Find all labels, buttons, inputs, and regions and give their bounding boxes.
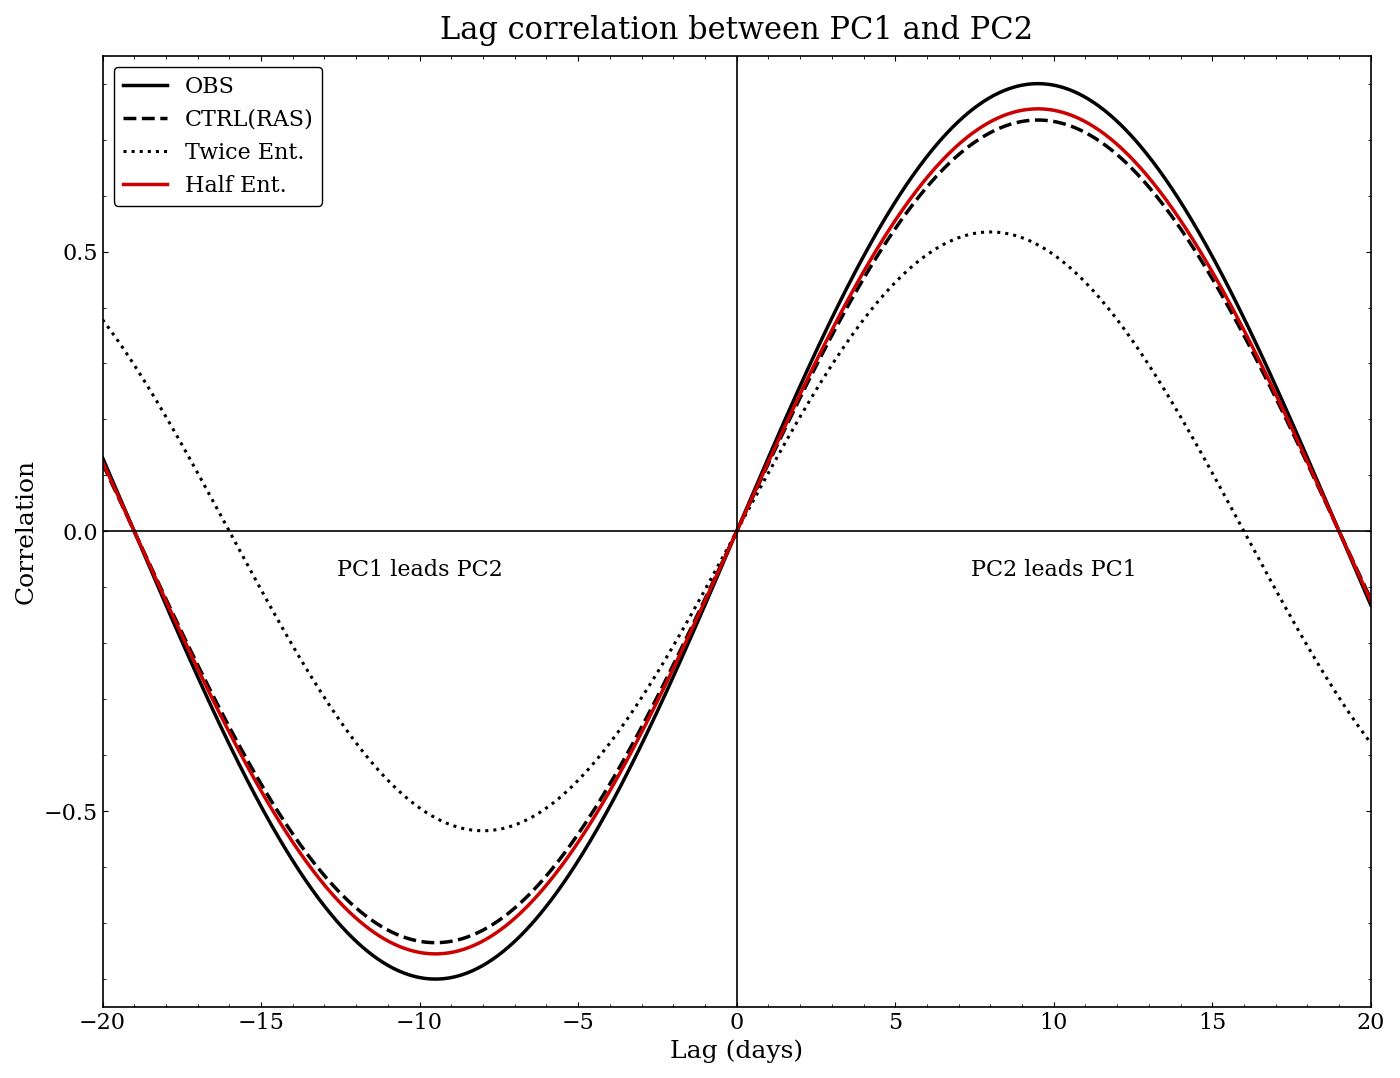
CTRL(RAS) bbox=[966, 136, 983, 149]
CTRL(RAS) bbox=[94, 457, 111, 470]
Half Ent. bbox=[966, 125, 983, 138]
CTRL(RAS) bbox=[1030, 113, 1047, 126]
Text: PC2 leads PC1: PC2 leads PC1 bbox=[970, 559, 1137, 581]
Twice Ent. bbox=[654, 658, 671, 671]
OBS bbox=[654, 694, 671, 707]
OBS bbox=[1085, 96, 1102, 109]
Title: Lag correlation between PC1 and PC2: Lag correlation between PC1 and PC2 bbox=[440, 15, 1033, 46]
Twice Ent. bbox=[1109, 313, 1126, 326]
Twice Ent. bbox=[1362, 736, 1379, 749]
Line: Half Ent.: Half Ent. bbox=[102, 109, 1371, 954]
Text: PC1 leads PC2: PC1 leads PC2 bbox=[337, 559, 503, 581]
Half Ent. bbox=[427, 948, 444, 960]
OBS bbox=[1109, 114, 1126, 127]
CTRL(RAS) bbox=[654, 680, 671, 693]
Half Ent. bbox=[224, 731, 241, 744]
Legend: OBS, CTRL(RAS), Twice Ent., Half Ent.: OBS, CTRL(RAS), Twice Ent., Half Ent. bbox=[113, 67, 322, 206]
Twice Ent. bbox=[94, 314, 111, 327]
Twice Ent. bbox=[224, 529, 241, 542]
OBS bbox=[427, 972, 444, 985]
Twice Ent. bbox=[475, 825, 491, 838]
Line: OBS: OBS bbox=[102, 84, 1371, 979]
Half Ent. bbox=[1109, 138, 1126, 151]
OBS bbox=[609, 787, 626, 800]
Half Ent. bbox=[654, 685, 671, 697]
Line: Twice Ent.: Twice Ent. bbox=[102, 232, 1371, 831]
Twice Ent. bbox=[1085, 286, 1102, 299]
Half Ent. bbox=[1085, 121, 1102, 134]
Twice Ent. bbox=[981, 225, 998, 238]
Y-axis label: Correlation: Correlation bbox=[15, 459, 38, 604]
OBS bbox=[224, 744, 241, 757]
OBS bbox=[1362, 598, 1379, 611]
OBS bbox=[1030, 78, 1047, 91]
OBS bbox=[94, 452, 111, 465]
Half Ent. bbox=[609, 772, 626, 785]
OBS bbox=[966, 101, 983, 114]
Half Ent. bbox=[94, 455, 111, 468]
Twice Ent. bbox=[966, 226, 983, 239]
Half Ent. bbox=[1030, 102, 1047, 115]
Half Ent. bbox=[1362, 594, 1379, 607]
CTRL(RAS) bbox=[1085, 132, 1102, 144]
CTRL(RAS) bbox=[427, 936, 444, 949]
CTRL(RAS) bbox=[609, 765, 626, 778]
Line: CTRL(RAS): CTRL(RAS) bbox=[102, 120, 1371, 942]
X-axis label: Lag (days): Lag (days) bbox=[671, 1039, 804, 1063]
Twice Ent. bbox=[609, 728, 626, 741]
CTRL(RAS) bbox=[224, 725, 241, 738]
CTRL(RAS) bbox=[1362, 593, 1379, 606]
CTRL(RAS) bbox=[1109, 148, 1126, 161]
